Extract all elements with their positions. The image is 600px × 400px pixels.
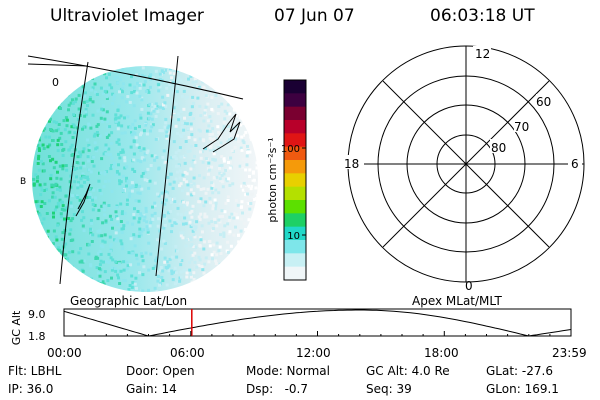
colorbar-segment (284, 80, 306, 94)
projection-label-geographic: Geographic Lat/Lon (70, 294, 188, 308)
date-display: 07 Jun 07 (274, 6, 355, 26)
time-tick-0600: 06:00 (170, 346, 205, 360)
time-tick-1200: 12:00 (296, 346, 331, 360)
time-tick-0000: 00:00 (47, 346, 82, 360)
info-ip: IP: 36.0 (8, 382, 54, 396)
colorbar-segment (284, 200, 306, 214)
polar-diagonal-2 (382, 80, 550, 248)
polar-ring-label-80: 80 (491, 141, 506, 155)
info-glat: GLat: -27.6 (486, 364, 553, 378)
colorbar-segment (284, 133, 306, 148)
altitude-tick-low: 1.8 (28, 330, 46, 343)
map-glyph-zero: 0 (52, 76, 59, 89)
info-filter: Flt: LBHL (8, 364, 62, 378)
polar-ring-label-60: 60 (536, 95, 551, 109)
colorbar-segment (284, 160, 306, 174)
colorbar-tick-100: 100 (281, 144, 300, 155)
colorbar-segment (284, 266, 306, 281)
info-mode: Mode: Normal (246, 364, 330, 378)
colorbar-segment (284, 240, 306, 254)
polar-plot: 12 18 6 0 60 70 80 (340, 45, 585, 293)
colorbar-segment (284, 120, 306, 134)
colorbar-segment (284, 93, 306, 108)
info-glon: GLon: 169.1 (486, 382, 559, 396)
colorbar-segment (284, 173, 306, 188)
colorbar-label: photon cm⁻²s⁻¹ (266, 137, 279, 222)
altitude-tick-high: 9.0 (28, 308, 46, 321)
info-gain: Gain: 14 (126, 382, 177, 396)
colorbar-segment (284, 213, 306, 228)
info-dsp: Dsp: -0.7 (246, 382, 309, 396)
altitude-timeline: GC Alt 9.0 1.8 (10, 308, 572, 345)
polar-label-18: 18 (344, 157, 359, 171)
colorbar-segment (284, 186, 306, 201)
app-title: Ultraviolet Imager (50, 6, 204, 26)
colorbar-segment (284, 226, 306, 241)
time-tick-1800: 18:00 (424, 346, 459, 360)
polar-label-0: 0 (465, 279, 473, 293)
info-gc-alt: GC Alt: 4.0 Re (366, 364, 450, 378)
map-glyph-side: B (20, 177, 26, 187)
colorbar-segment (284, 253, 306, 268)
colorbar: 100 10 photon cm⁻²s⁻¹ (266, 79, 307, 281)
polar-ring-label-70: 70 (514, 120, 529, 134)
graticule-lines (27, 55, 244, 285)
colorbar-segment (284, 106, 306, 121)
coastline-outline (75, 113, 241, 217)
polar-label-12: 12 (475, 47, 490, 61)
time-tick-2359: 23:59 (552, 346, 587, 360)
polar-label-6: 6 (571, 157, 579, 171)
info-seq: Seq: 39 (366, 382, 412, 396)
colorbar-tick-10: 10 (287, 231, 300, 242)
colorbar-segment (284, 146, 306, 161)
altitude-y-label: GC Alt (10, 310, 23, 345)
uv-earth-image: 0 B (20, 55, 258, 292)
time-display: 06:03:18 UT (430, 6, 535, 26)
info-door: Door: Open (126, 364, 195, 378)
projection-label-apex: Apex MLat/MLT (412, 294, 502, 308)
